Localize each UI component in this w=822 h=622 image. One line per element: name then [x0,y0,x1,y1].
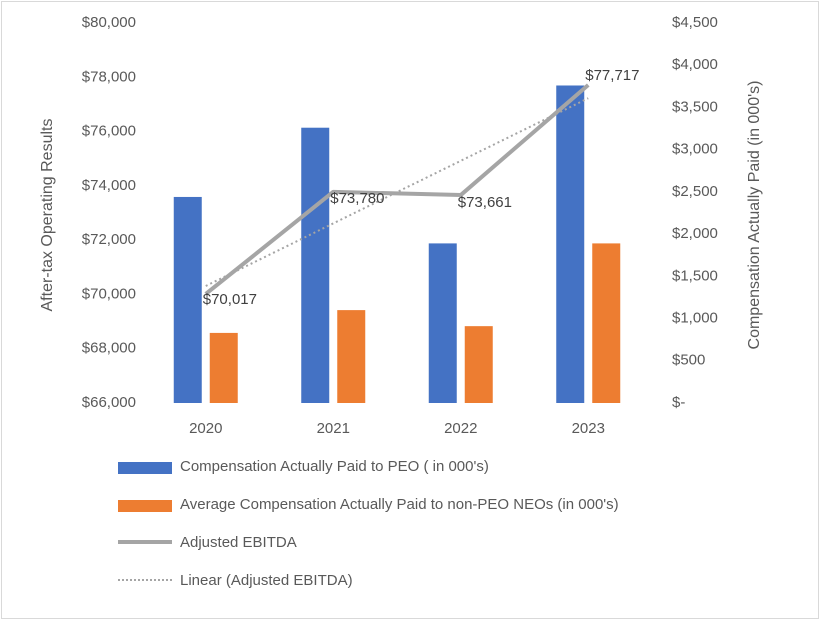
legend-label-peo: Compensation Actually Paid to PEO ( in 0… [180,458,489,475]
bar-neo-2023 [592,243,621,403]
right-axis-title: Compensation Actually Paid (in 000's) [746,81,763,350]
right-tick-label: $2,500 [672,183,718,200]
right-tick-label: $1,000 [672,310,718,327]
bar-peo-2022 [428,243,457,403]
ebitda-data-label-2020: $70,017 [203,291,257,308]
bar-peo-2020 [173,196,202,403]
left-tick-label: $68,000 [82,340,136,357]
chart-plot: $66,000 $68,000 $70,000 $72,000 $74,000 $76,0… [39,14,763,437]
left-tick-label: $70,000 [82,285,136,302]
line-linear-trend [205,97,589,287]
category-tick-2022: 2022 [444,420,477,437]
bar-neo-2022 [464,326,493,403]
left-tick-label: $66,000 [82,394,136,411]
legend-label-neo: Average Compensation Actually Paid to no… [180,496,619,513]
right-tick-label: $1,500 [672,267,718,284]
left-tick-label: $72,000 [82,231,136,248]
legend-line-linear [118,579,172,581]
legend-swatch-peo [118,462,172,474]
right-tick-label: $3,000 [672,141,718,158]
category-tick-2023: 2023 [572,420,605,437]
left-tick-label: $80,000 [82,14,136,31]
left-tick-label: $76,000 [82,123,136,140]
bar-neo-2021 [337,310,366,403]
line-adjusted-ebitda [204,83,590,296]
ebitda-data-label-2021: $73,780 [330,190,384,207]
right-tick-label: $4,000 [672,56,718,73]
bar-peo-2021 [301,127,330,403]
category-tick-2021: 2021 [317,420,350,437]
ebitda-data-label-2023: $77,717 [585,67,639,84]
right-tick-label: $- [672,394,685,411]
right-tick-label: $4,500 [672,14,718,31]
legend-label-ebitda: Adjusted EBITDA [180,534,297,551]
ebitda-data-label-2022: $73,661 [458,194,512,211]
bar-neo-2020 [209,332,238,403]
bar-peo-2023 [556,85,585,403]
left-tick-label: $78,000 [82,68,136,85]
category-tick-2020: 2020 [189,420,222,437]
left-axis-title: After-tax Operating Results [39,119,56,312]
left-tick-label: $74,000 [82,177,136,194]
right-tick-label: $3,500 [672,98,718,115]
legend-swatch-neo [118,500,172,512]
legend-label-linear: Linear (Adjusted EBITDA) [180,572,353,589]
legend-line-ebitda [118,540,172,544]
right-tick-label: $500 [672,352,705,369]
right-tick-label: $2,000 [672,225,718,242]
